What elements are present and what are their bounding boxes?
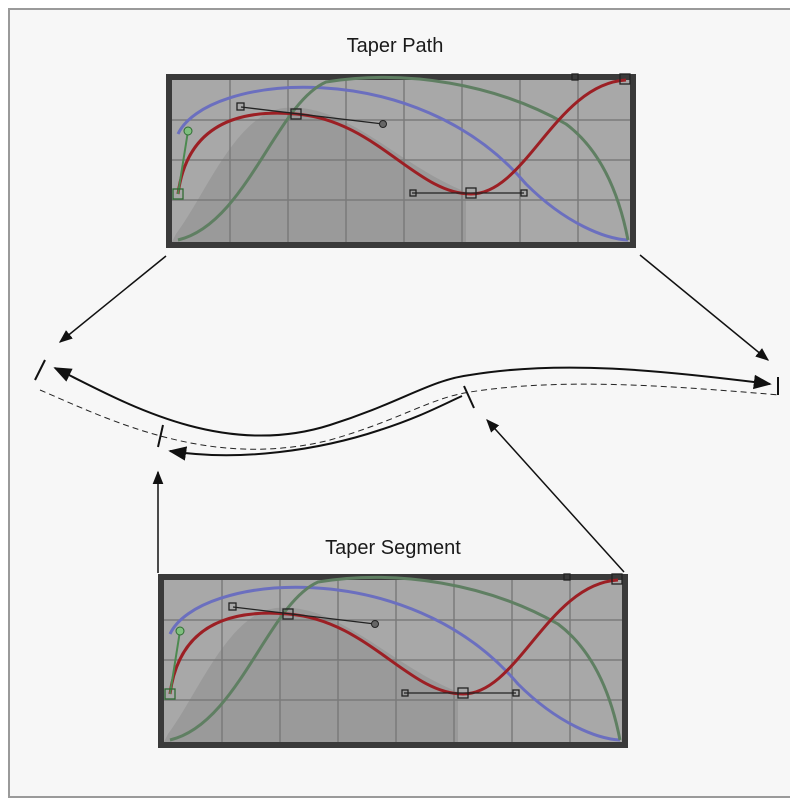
taper-segment-title: Taper Segment	[325, 537, 461, 559]
taper-segment-graph	[156, 572, 630, 750]
taper-path-title: Taper Path	[346, 35, 444, 57]
taper-path-curve	[53, 366, 772, 437]
callout-arrow-right	[639, 254, 770, 361]
segment-end-tick	[463, 385, 475, 409]
taper-path-graph	[164, 72, 638, 250]
start-tick	[34, 359, 46, 381]
path-centerline	[39, 383, 781, 450]
callout-arrow-segment-right	[486, 418, 625, 573]
callout-arrow-left	[58, 255, 167, 343]
segment-start-tick	[157, 424, 164, 448]
taper-segment-curve	[168, 395, 463, 461]
